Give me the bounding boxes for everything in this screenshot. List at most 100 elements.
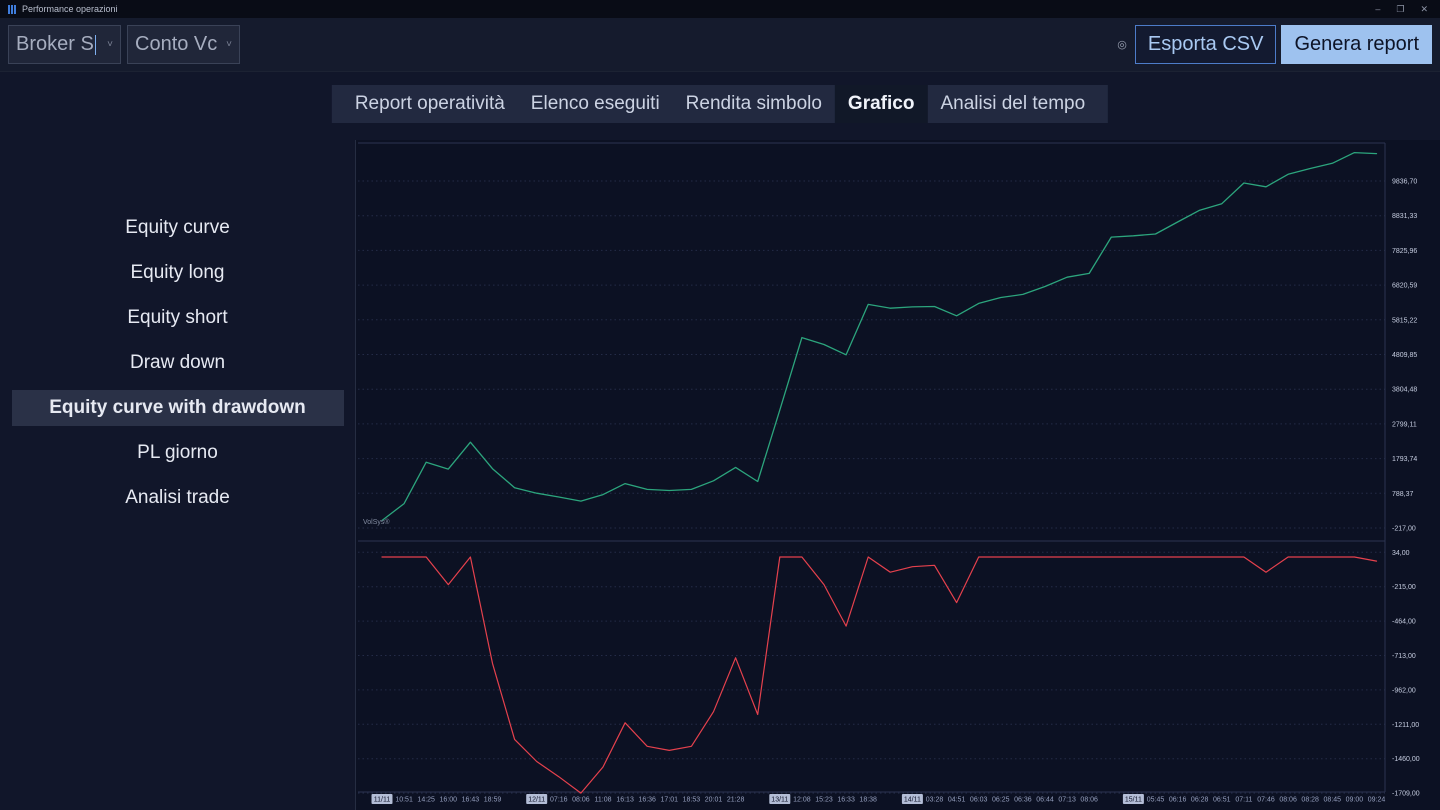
sidebar: Equity curve Equity long Equity short Draw … <box>0 140 355 810</box>
x-axis-time-label: 21:28 <box>727 797 745 804</box>
x-axis-time-label: 18:38 <box>859 797 877 804</box>
x-axis-time-label: 07:13 <box>1058 797 1076 804</box>
x-axis-time-label: 14:25 <box>417 797 435 804</box>
x-axis-time-label: 16:36 <box>638 797 656 804</box>
y-axis-tick-drawdown: -1460,00 <box>1392 756 1420 763</box>
y-axis-tick-drawdown: -962,00 <box>1392 687 1416 694</box>
y-axis-tick-equity: 1793,74 <box>1392 456 1417 463</box>
volsys-watermark: VolSys® <box>363 518 390 526</box>
y-axis-tick-equity: 5815,22 <box>1392 317 1417 324</box>
broker-select[interactable]: Broker S ˅ <box>8 25 121 64</box>
x-axis-date-label: 15/11 <box>1125 797 1142 804</box>
restore-button[interactable]: ❐ <box>1396 3 1405 14</box>
x-axis-time-label: 08:06 <box>1279 797 1297 804</box>
x-axis-time-label: 05:45 <box>1147 797 1165 804</box>
x-axis-time-label: 08:06 <box>1080 797 1098 804</box>
x-axis-time-label: 16:43 <box>462 797 480 804</box>
tab-analisi-del-tempo[interactable]: Analisi del tempo <box>940 93 1086 114</box>
x-axis-time-label: 06:16 <box>1169 797 1187 804</box>
y-axis-tick-drawdown: -713,00 <box>1392 653 1416 660</box>
y-axis-tick-drawdown: -1211,00 <box>1392 722 1419 729</box>
chart-panel: 9836,70 8831,33 7825,96 6820,59 5815,22 4809,… <box>355 140 1440 810</box>
tab-report-operativit[interactable]: Report operatività <box>354 93 505 114</box>
minimize-button[interactable]: – <box>1375 3 1381 14</box>
x-axis-date-label: 14/11 <box>904 797 921 804</box>
account-select[interactable]: Conto Vc ˅ <box>127 25 240 64</box>
x-axis-date-label: 13/11 <box>771 797 788 804</box>
x-axis-date-chip <box>901 794 923 804</box>
y-axis-tick-equity: -217,00 <box>1392 526 1416 533</box>
x-axis-time-label: 06:44 <box>1036 797 1054 804</box>
broker-select-value: Broker S <box>16 33 94 55</box>
window-controls: – ❐ ✕ <box>1375 4 1432 15</box>
tab-rendita-simbolo[interactable]: Rendita simbolo <box>685 93 822 114</box>
x-axis-time-label: 10:51 <box>395 797 413 804</box>
tab-bar: Report operatività Elenco eseguiti Rendita… <box>331 85 1109 123</box>
x-axis-date-chip <box>769 794 791 804</box>
drawdown-line <box>381 556 1378 794</box>
y-axis-tick-equity: 6820,59 <box>1392 283 1417 290</box>
x-axis-date-label: 11/11 <box>374 797 391 804</box>
y-axis-tick-equity: 2799,11 <box>1392 421 1417 428</box>
x-axis-time-label: 06:25 <box>992 797 1010 804</box>
y-axis-tick-drawdown: -464,00 <box>1392 619 1416 626</box>
generate-report-button[interactable]: Genera report <box>1281 25 1432 64</box>
x-axis-time-label: 16:33 <box>837 797 855 804</box>
x-axis-time-label: 07:11 <box>1235 797 1252 804</box>
x-axis-time-label: 12:08 <box>793 797 811 804</box>
y-axis-tick-equity: 7825,96 <box>1392 248 1417 255</box>
chart-canvas: 9836,70 8831,33 7825,96 6820,59 5815,22 4809,… <box>358 142 1420 804</box>
x-axis-time-label: 06:51 <box>1213 797 1231 804</box>
export-csv-button[interactable]: Esporta CSV <box>1134 25 1277 64</box>
x-axis-time-label: 06:36 <box>1014 797 1032 804</box>
account-select-value: Conto Vc <box>135 33 218 55</box>
sidebar-item-equity-curve-with-drawdown[interactable]: Equity curve with drawdown <box>11 390 344 426</box>
window-title: Performance operazioni <box>22 4 118 14</box>
x-axis-date-label: 12/11 <box>528 797 545 804</box>
sidebar-item-draw-down[interactable]: Draw down <box>129 352 226 373</box>
chevron-down-icon: ˅ <box>226 39 232 50</box>
x-axis-time-label: 06:03 <box>970 797 988 804</box>
y-axis-tick-equity: 788,37 <box>1392 491 1414 498</box>
titlebar: Performance operazioni – ❐ ✕ <box>0 0 1440 18</box>
close-button[interactable]: ✕ <box>1420 3 1428 14</box>
x-axis-time-label: 03:28 <box>926 797 944 804</box>
x-axis-time-label: 11:08 <box>595 797 612 804</box>
x-axis-date-chip <box>371 794 393 804</box>
x-axis-time-label: 04:51 <box>948 797 966 804</box>
chevron-down-icon: ˅ <box>107 39 113 50</box>
x-axis-time-label: 09:00 <box>1346 797 1364 804</box>
tab-elenco-eseguiti[interactable]: Elenco eseguiti <box>530 93 660 114</box>
y-axis-tick-equity: 4809,85 <box>1392 352 1417 359</box>
toolbar: Broker S ˅ Conto Vc ˅ ◎ Esporta CSV Gene… <box>0 18 1440 72</box>
x-axis-time-label: 16:13 <box>616 797 634 804</box>
x-axis-date-chip <box>1122 794 1144 804</box>
toolbar-right: ◎ Esporta CSV Genera report <box>1117 25 1432 64</box>
x-axis-time-label: 06:28 <box>1191 797 1209 804</box>
x-axis-time-label: 07:16 <box>550 797 568 804</box>
x-axis-time-label: 17:01 <box>661 797 679 804</box>
x-axis-time-label: 15:23 <box>815 797 833 804</box>
y-axis-tick-equity: 3804,48 <box>1392 387 1417 394</box>
target-icon[interactable]: ◎ <box>1117 39 1127 51</box>
y-axis-tick-drawdown: -215,00 <box>1392 584 1416 591</box>
app-icon <box>8 4 16 14</box>
equity-curve-line <box>381 151 1378 522</box>
x-axis-time-label: 07:46 <box>1257 797 1275 804</box>
tab-grafico[interactable]: Grafico <box>834 85 928 123</box>
y-axis-tick-equity: 9836,70 <box>1392 179 1417 186</box>
sidebar-item-analisi-trade[interactable]: Analisi trade <box>125 487 230 508</box>
x-axis-time-label: 20:01 <box>705 797 723 804</box>
x-axis-time-label: 18:59 <box>484 797 502 804</box>
sidebar-item-equity-long[interactable]: Equity long <box>130 262 225 283</box>
x-axis-time-label: 08:45 <box>1324 797 1342 804</box>
main-area: Report operatività Elenco eseguiti Rendita… <box>0 72 1440 810</box>
x-axis-time-label: 18:53 <box>683 797 701 804</box>
sidebar-item-equity-short[interactable]: Equity short <box>127 307 228 328</box>
sidebar-item-equity-curve[interactable]: Equity curve <box>125 217 230 238</box>
x-axis-date-chip <box>526 794 548 804</box>
x-axis-time-label: 16:00 <box>440 797 458 804</box>
sidebar-item-pl-giorno[interactable]: PL giorno <box>137 442 218 463</box>
text-cursor <box>94 34 96 55</box>
x-axis-time-label: 08:28 <box>1301 797 1319 804</box>
